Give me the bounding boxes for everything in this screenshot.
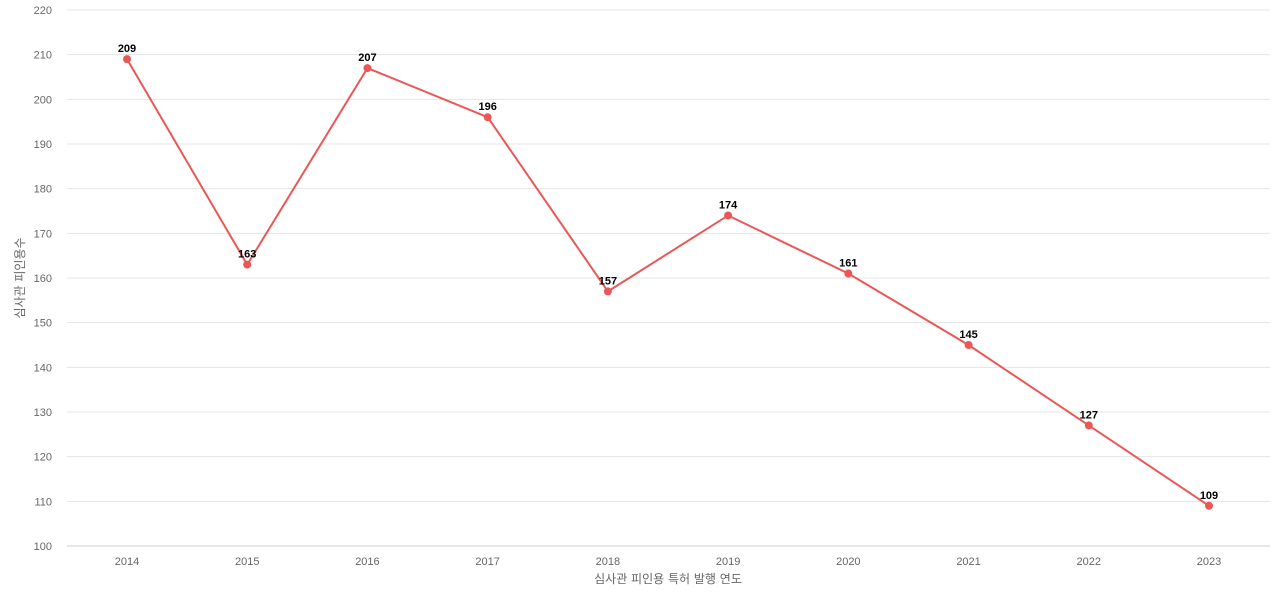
y-tick-label: 150 bbox=[34, 318, 52, 330]
y-axis-title: 심사관 피인용수 bbox=[13, 237, 27, 318]
data-point[interactable] bbox=[724, 211, 733, 220]
x-tick-label: 2020 bbox=[836, 556, 860, 568]
data-label: 127 bbox=[1080, 409, 1098, 421]
x-tick-label: 2016 bbox=[355, 556, 379, 568]
data-point[interactable] bbox=[363, 64, 372, 73]
y-tick-label: 160 bbox=[34, 273, 52, 285]
data-label: 109 bbox=[1200, 490, 1218, 502]
y-tick-label: 220 bbox=[34, 5, 52, 17]
y-tick-label: 210 bbox=[34, 50, 52, 62]
x-tick-label: 2019 bbox=[716, 556, 740, 568]
y-tick-label: 200 bbox=[34, 94, 52, 106]
x-axis-title: 심사관 피인용 특허 발행 연도 bbox=[594, 571, 742, 586]
data-point[interactable] bbox=[603, 287, 612, 296]
data-label: 163 bbox=[238, 249, 256, 261]
y-tick-label: 140 bbox=[34, 362, 52, 374]
y-tick-label: 100 bbox=[34, 541, 52, 553]
data-label: 209 bbox=[118, 43, 136, 55]
x-tick-label: 2022 bbox=[1077, 556, 1101, 568]
y-tick-label: 170 bbox=[34, 228, 52, 240]
y-tick-label: 180 bbox=[34, 184, 52, 196]
data-point[interactable] bbox=[243, 260, 252, 269]
axes: 100 110 120 130 140 150 160 170 180 190 200 210 220 2… bbox=[34, 5, 1222, 568]
data-point[interactable] bbox=[964, 341, 973, 349]
y-tick-label: 130 bbox=[34, 407, 52, 419]
data-point[interactable] bbox=[1084, 421, 1093, 430]
y-tick-label: 190 bbox=[34, 139, 52, 151]
y-tick-label: 120 bbox=[34, 452, 52, 464]
x-tick-label: 2014 bbox=[115, 556, 139, 568]
x-tick-label: 2017 bbox=[475, 556, 499, 568]
y-tick-label: 110 bbox=[34, 496, 52, 508]
x-tick-label: 2015 bbox=[235, 556, 259, 568]
data-labels: 209 163 207 196 157 174 161 145 127 109 bbox=[118, 43, 1218, 502]
data-label: 157 bbox=[599, 275, 617, 287]
data-label: 174 bbox=[719, 199, 738, 211]
data-point[interactable] bbox=[123, 55, 131, 64]
series-line bbox=[126, 58, 1210, 507]
x-tick-label: 2023 bbox=[1197, 556, 1221, 568]
series-layer bbox=[123, 55, 1213, 510]
data-label: 145 bbox=[959, 329, 977, 341]
data-label: 207 bbox=[358, 52, 376, 64]
data-point[interactable] bbox=[844, 269, 853, 278]
data-label: 196 bbox=[478, 101, 496, 113]
x-tick-label: 2021 bbox=[956, 556, 980, 568]
x-tick-label: 2018 bbox=[596, 556, 620, 568]
data-point[interactable] bbox=[1205, 501, 1213, 510]
data-label: 161 bbox=[839, 258, 857, 270]
data-point[interactable] bbox=[483, 113, 492, 122]
gridlines bbox=[67, 9, 1270, 547]
